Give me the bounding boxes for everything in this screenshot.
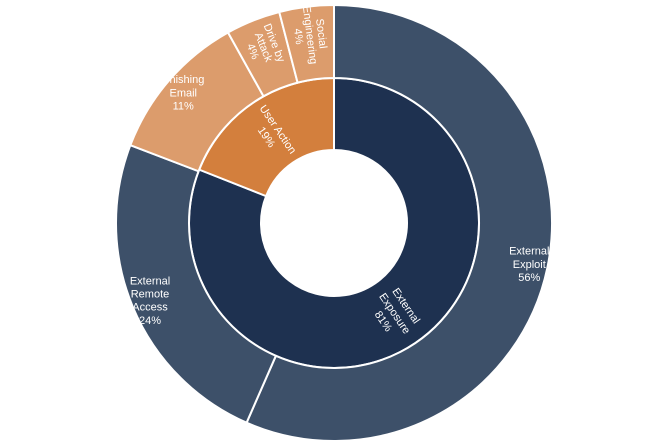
label-line: External bbox=[130, 275, 170, 287]
label-line: Phishing bbox=[162, 74, 204, 86]
label-line: Social bbox=[313, 18, 329, 49]
label-line: Access bbox=[132, 302, 168, 314]
label-phishing-email: Phishing Email 11% bbox=[162, 74, 204, 112]
outer-slice-social-engineering bbox=[278, 3, 335, 84]
label-line: Email bbox=[169, 87, 197, 99]
label-line: 4% bbox=[244, 42, 261, 61]
label-external-exploit: External Exploit 56% bbox=[509, 246, 549, 284]
label-line: 4% bbox=[291, 28, 305, 46]
outer-slice-external-exploit bbox=[245, 3, 553, 442]
label-line: 24% bbox=[139, 315, 161, 327]
label-line: Remote bbox=[131, 288, 170, 300]
inner-ring bbox=[188, 76, 480, 369]
label-external-remote-access: External Remote Access 24% bbox=[130, 275, 170, 327]
label-line: 11% bbox=[173, 101, 194, 113]
label-line: Exploit bbox=[513, 259, 546, 271]
outer-ring bbox=[115, 3, 553, 442]
label-line: External bbox=[509, 246, 549, 258]
label-line: 56% bbox=[518, 272, 540, 284]
